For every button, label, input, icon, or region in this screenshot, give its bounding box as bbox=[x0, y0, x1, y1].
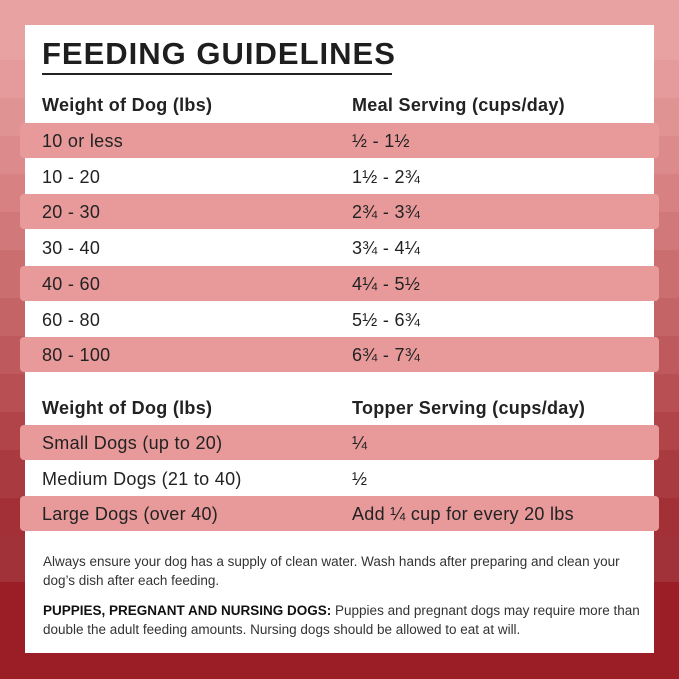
weight-cell: Large Dogs (over 40) bbox=[42, 504, 219, 525]
topper-table-row: Large Dogs (over 40) Add ¼ cup for every … bbox=[20, 496, 659, 532]
header-serving: Topper Serving (cups/day) bbox=[352, 398, 586, 418]
weight-cell: 10 - 20 bbox=[42, 166, 101, 187]
water-note: Always ensure your dog has a supply of c… bbox=[43, 554, 620, 588]
weight-cell: 30 - 40 bbox=[42, 238, 101, 259]
topper-table-row: Medium Dogs (21 to 40) ½ bbox=[20, 461, 659, 496]
weight-cell: 40 - 60 bbox=[42, 273, 101, 294]
topper-table-row: Small Dogs (up to 20) ¼ bbox=[20, 425, 659, 460]
puppies-text: Puppies and pregnant dogs may require mo… bbox=[43, 603, 640, 637]
meal-table-row: 80 - 100 6¾ - 7¾ bbox=[20, 337, 659, 373]
serving-cell: 4¼ - 5½ bbox=[352, 273, 421, 294]
topper-table-header: Weight of Dog (lbs) Topper Serving (cups/… bbox=[20, 390, 659, 425]
weight-cell: Medium Dogs (21 to 40) bbox=[42, 468, 242, 489]
meal-table-header: Weight of Dog (lbs) Meal Serving (cups/da… bbox=[20, 87, 659, 122]
serving-cell: 6¾ - 7¾ bbox=[352, 345, 421, 366]
serving-cell: 5½ - 6¾ bbox=[352, 309, 421, 330]
weight-cell: 60 - 80 bbox=[42, 309, 101, 330]
header-serving: Meal Serving (cups/day) bbox=[352, 95, 565, 115]
meal-table-row: 20 - 30 2¾ - 3¾ bbox=[20, 194, 659, 230]
serving-cell: ¼ bbox=[352, 433, 368, 453]
weight-cell: Small Dogs (up to 20) bbox=[42, 433, 223, 453]
page-title: FEEDING GUIDELINES bbox=[42, 36, 396, 71]
serving-cell: 3¾ - 4¼ bbox=[352, 238, 421, 259]
header-weight: Weight of Dog (lbs) bbox=[42, 95, 213, 115]
serving-cell: ½ - 1½ bbox=[352, 131, 410, 151]
weight-cell: 80 - 100 bbox=[42, 345, 111, 366]
meal-table-row: 10 or less ½ - 1½ bbox=[20, 123, 659, 158]
meal-table-row: 60 - 80 5½ - 6¾ bbox=[20, 302, 659, 337]
meal-table-row: 10 - 20 1½ - 2¾ bbox=[20, 159, 659, 194]
serving-cell: ½ bbox=[352, 468, 368, 489]
header-weight: Weight of Dog (lbs) bbox=[42, 398, 213, 418]
serving-cell: 1½ - 2¾ bbox=[352, 166, 421, 187]
serving-cell: Add ¼ cup for every 20 lbs bbox=[352, 504, 574, 525]
puppies-label: PUPPIES, PREGNANT AND NURSING DOGS: bbox=[43, 603, 332, 618]
weight-cell: 10 or less bbox=[42, 131, 124, 151]
meal-table-row: 30 - 40 3¾ - 4¼ bbox=[20, 230, 659, 265]
meal-table-row: 40 - 60 4¼ - 5½ bbox=[20, 265, 659, 301]
title-underline bbox=[42, 73, 392, 75]
serving-cell: 2¾ - 3¾ bbox=[352, 202, 421, 223]
puppies-note: PUPPIES, PREGNANT AND NURSING DOGS: Pupp… bbox=[43, 601, 643, 639]
weight-cell: 20 - 30 bbox=[42, 202, 101, 223]
